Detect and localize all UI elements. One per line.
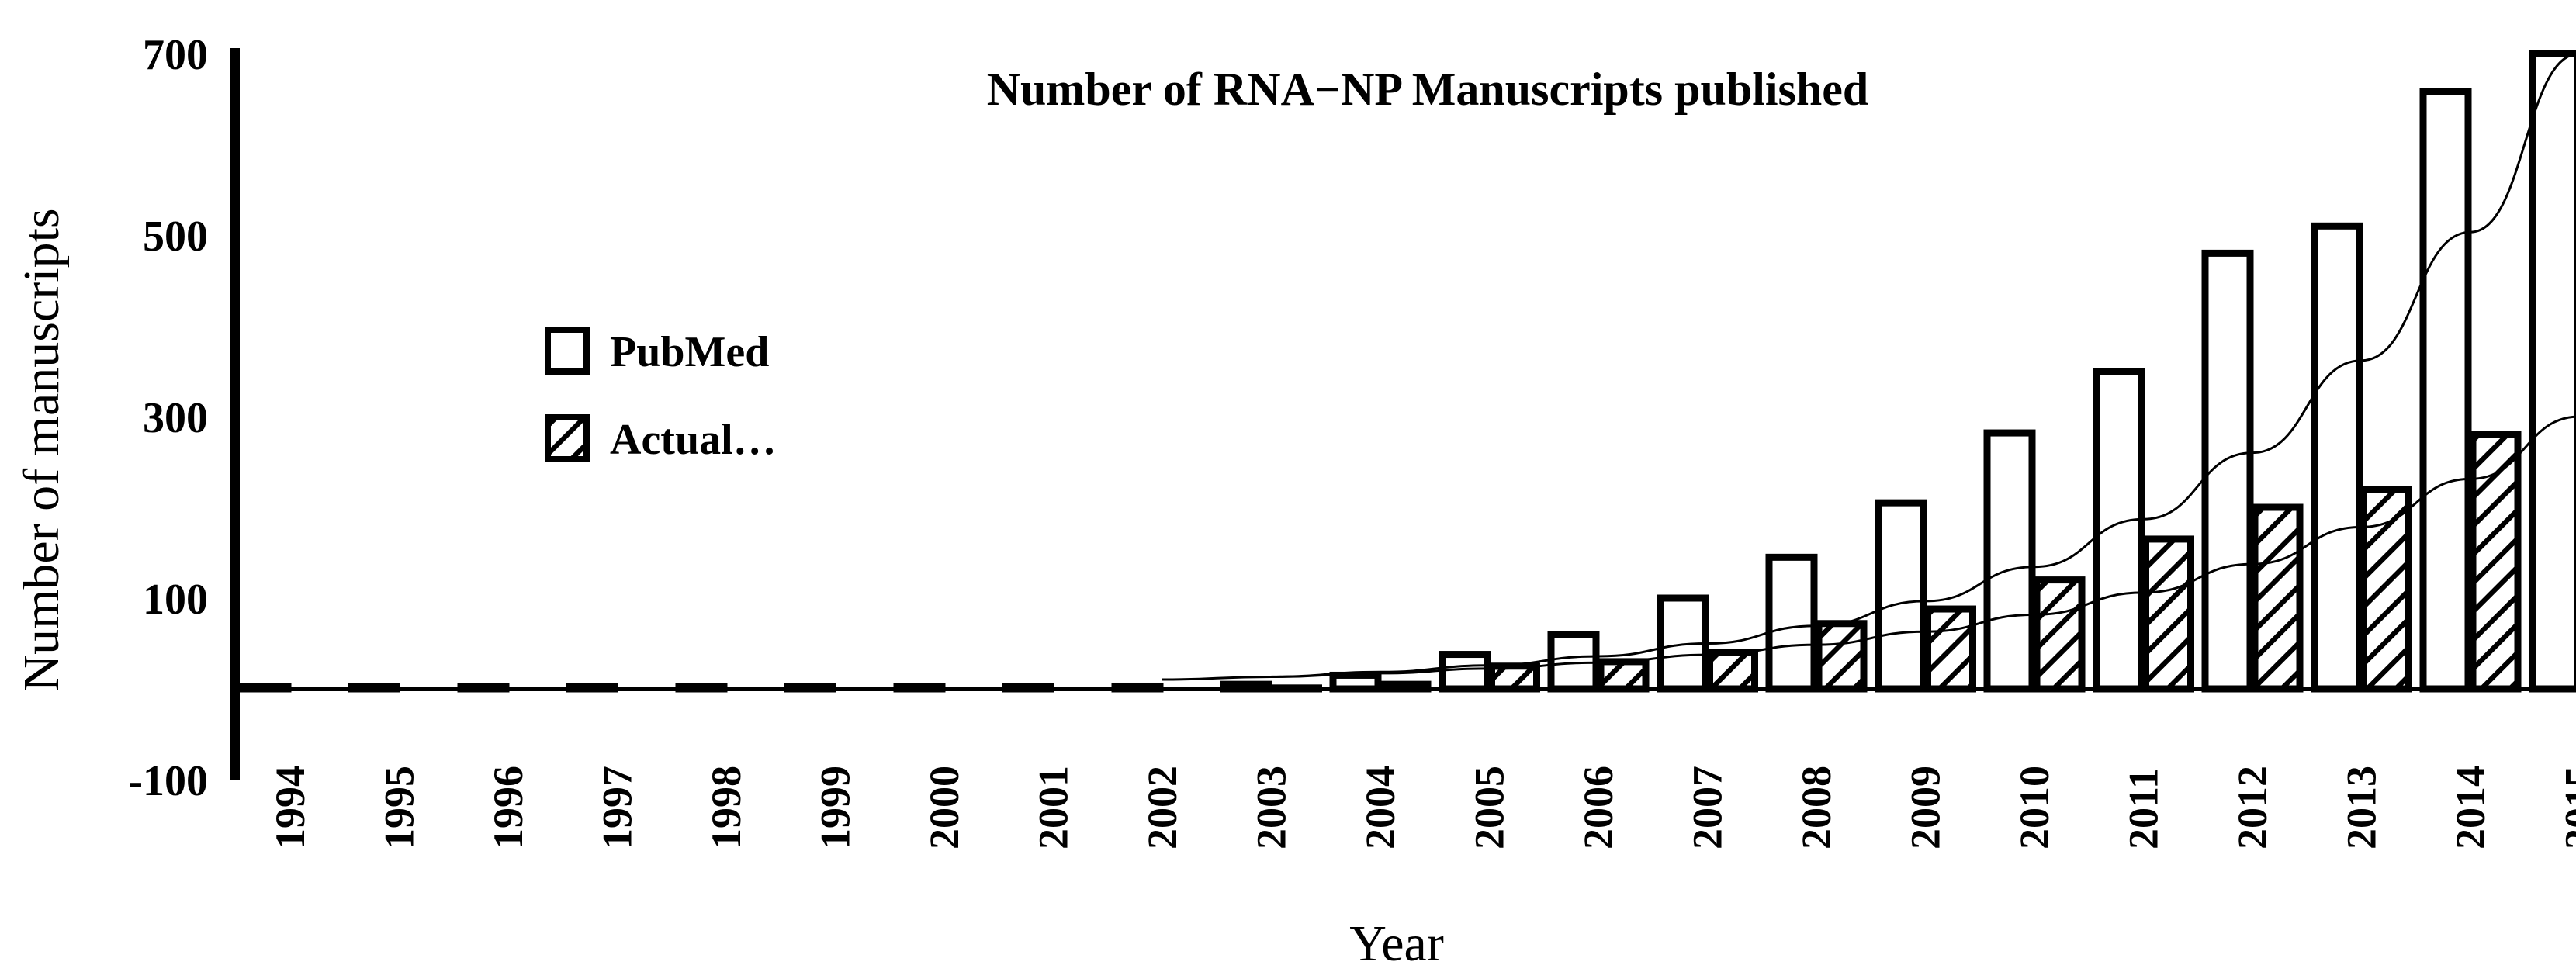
x-tick-label: 2015 — [2557, 766, 2576, 849]
bar-actual — [1924, 605, 1976, 693]
bar-pubmed — [893, 683, 946, 693]
x-tick-label: 2001 — [1030, 766, 1077, 849]
x-tick-label: 2009 — [1903, 766, 1949, 849]
x-tick-label: 2008 — [1793, 766, 1840, 849]
x-tick-label: 2012 — [2229, 766, 2276, 849]
bar-actual — [1815, 620, 1868, 693]
x-tick-label: 2006 — [1575, 766, 1622, 849]
bar-pubmed — [566, 683, 618, 693]
bar-pubmed — [348, 683, 400, 693]
x-tick-label: 1998 — [703, 766, 750, 849]
x-tick-label: 2014 — [2447, 766, 2494, 849]
bar-pubmed — [784, 683, 836, 693]
chart-title: Number of RNA−NP Manuscripts published — [987, 64, 1869, 115]
y-tick-label: 300 — [143, 394, 208, 442]
bar-pubmed — [1220, 680, 1272, 693]
bar-actual — [2033, 576, 2086, 693]
bar-pubmed — [2529, 50, 2576, 693]
trendline-pubmed — [1271, 53, 2576, 678]
bar-pubmed — [1002, 683, 1054, 693]
legend: PubMed Actual… — [545, 327, 777, 464]
bar-actual — [1706, 649, 1758, 693]
x-tick-label: 1995 — [376, 766, 423, 849]
bar-pubmed — [2311, 222, 2363, 693]
x-tick-label: 1997 — [594, 766, 641, 849]
x-tick-label: 2002 — [1139, 766, 1186, 849]
x-tick-label: 1994 — [267, 766, 313, 849]
bar-pubmed — [457, 683, 510, 693]
bar-actual — [1379, 680, 1432, 693]
x-tick-label: 2013 — [2339, 766, 2385, 849]
bar-actual — [2251, 503, 2304, 693]
y-axis-label: Number of manuscripts — [13, 208, 70, 691]
legend-swatch-pubmed — [545, 327, 590, 375]
bar-actual — [2142, 535, 2194, 693]
y-tick-label: 500 — [143, 213, 208, 261]
bar-pubmed — [239, 683, 292, 693]
y-tick-label: 100 — [143, 576, 208, 624]
bar-actual — [1270, 684, 1322, 693]
x-tick-label: 2007 — [1684, 766, 1731, 849]
bar-pubmed — [1983, 429, 2036, 693]
x-tick-label: 2003 — [1248, 766, 1295, 849]
x-tick-label: 1999 — [812, 766, 859, 849]
x-tick-label: 2004 — [1357, 766, 1404, 849]
bar-pubmed — [1111, 682, 1164, 693]
x-axis-label: Year — [1349, 915, 1444, 972]
y-tick-label: -100 — [128, 757, 208, 805]
bar-pubmed — [2419, 88, 2472, 693]
legend-label-pubmed: PubMed — [610, 328, 769, 376]
bar-pubmed — [675, 683, 728, 693]
bar-pubmed — [1439, 651, 1491, 693]
x-tick-label: 2000 — [921, 766, 968, 849]
bar-actual — [1597, 658, 1650, 693]
x-tick-label: 1996 — [485, 766, 531, 849]
bar-actual — [2360, 486, 2412, 693]
x-tick-label: 2005 — [1466, 766, 1513, 849]
bar-pubmed — [1329, 671, 1382, 693]
legend-label-actual: Actual… — [610, 416, 777, 464]
trendline-actual — [1162, 415, 2576, 681]
bar-actual — [1488, 662, 1540, 693]
y-tick-label: 700 — [143, 31, 208, 79]
bar-pubmed — [2093, 368, 2145, 693]
x-tick-label: 2011 — [2121, 768, 2167, 849]
bar-pubmed — [1765, 553, 1818, 693]
legend-swatch-actual — [545, 414, 590, 462]
bar-pubmed — [1875, 499, 1927, 693]
x-tick-label: 2010 — [2011, 766, 2058, 849]
